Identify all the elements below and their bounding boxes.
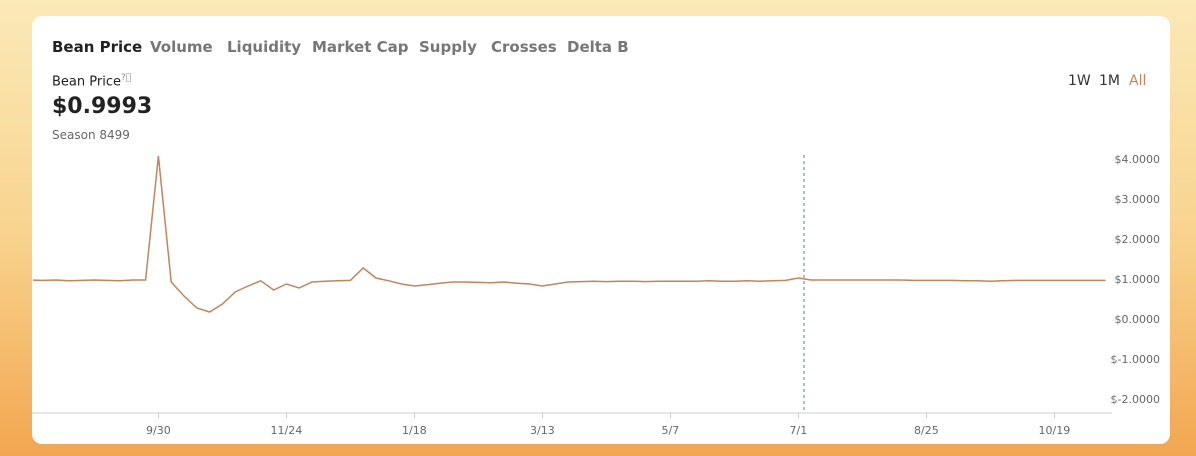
y-tick-label: $4.0000 bbox=[1115, 153, 1161, 166]
price-label: Bean Price?⃝ bbox=[52, 73, 131, 89]
y-tick-label: $-1.0000 bbox=[1111, 353, 1160, 366]
range-button[interactable]: All bbox=[1129, 73, 1147, 89]
tab[interactable]: Supply bbox=[419, 38, 477, 56]
range-button[interactable]: 1M bbox=[1099, 73, 1120, 89]
y-tick-label: $2.0000 bbox=[1115, 233, 1161, 246]
price-value: $0.9993 bbox=[52, 94, 153, 119]
tab[interactable]: Market Cap bbox=[312, 38, 409, 56]
tab[interactable]: Bean Price bbox=[52, 38, 143, 56]
season: Season 8499 bbox=[52, 128, 130, 142]
x-tick-label: 11/24 bbox=[271, 424, 303, 437]
chart-card: Bean Price Volume Liquidity Market Cap S… bbox=[32, 16, 1170, 444]
y-tick-label: $3.0000 bbox=[1115, 193, 1161, 206]
price-line bbox=[33, 155, 1106, 313]
help-icon[interactable]: ?⃝ bbox=[120, 73, 132, 83]
y-tick-label: $1.0000 bbox=[1115, 273, 1161, 286]
tab[interactable]: Liquidity bbox=[227, 38, 302, 56]
x-tick-label: 3/13 bbox=[530, 424, 555, 437]
y-tick-label: $-2.0000 bbox=[1111, 393, 1160, 406]
price-label-text: Bean Price bbox=[52, 74, 121, 90]
x-tick-label: 10/19 bbox=[1039, 424, 1071, 437]
tab[interactable]: Delta B bbox=[567, 38, 629, 56]
x-tick-label: 1/18 bbox=[402, 424, 427, 437]
x-tick-label: 7/1 bbox=[790, 424, 808, 437]
tab[interactable]: Crosses bbox=[491, 38, 557, 56]
x-tick-label: 8/25 bbox=[914, 424, 939, 437]
tab[interactable]: Volume bbox=[150, 38, 213, 56]
range-button[interactable]: 1W bbox=[1068, 73, 1091, 89]
y-tick-label: $0.0000 bbox=[1115, 313, 1161, 326]
x-tick-label: 5/7 bbox=[662, 424, 680, 437]
x-tick-label: 9/30 bbox=[146, 424, 171, 437]
